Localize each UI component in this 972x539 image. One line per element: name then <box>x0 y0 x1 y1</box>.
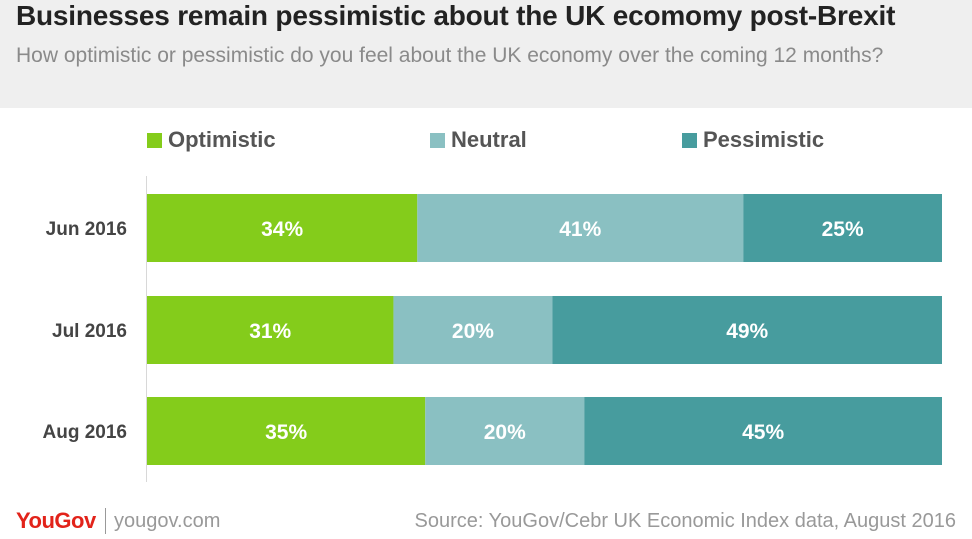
data-label: 25% <box>822 218 864 241</box>
data-label: 31% <box>249 320 291 343</box>
category-label: Jul 2016 <box>52 321 127 342</box>
legend-item-optimistic: Optimistic <box>147 127 276 153</box>
data-label: 41% <box>559 218 601 241</box>
data-label: 35% <box>265 421 307 444</box>
data-label: 34% <box>261 218 303 241</box>
legend-label-neutral: Neutral <box>451 127 527 152</box>
chart-title: Businesses remain pessimistic about the … <box>16 0 896 31</box>
data-label: 45% <box>742 421 784 444</box>
bar-segment-pessimistic <box>584 397 942 465</box>
bar-segment-pessimistic <box>743 194 942 262</box>
yougov-logo: YouGov <box>16 508 96 533</box>
category-label: Jun 2016 <box>46 219 127 240</box>
legend-label-optimistic: Optimistic <box>168 127 276 152</box>
chart-subtitle: How optimistic or pessimistic do you fee… <box>16 44 884 67</box>
footer-source: Source: YouGov/Cebr UK Economic Index da… <box>414 510 956 532</box>
data-label: 49% <box>726 320 768 343</box>
header: Businesses remain pessimistic about the … <box>0 0 972 108</box>
bar-segment-optimistic <box>147 397 426 465</box>
category-axis-line <box>146 176 147 482</box>
bar-segment-neutral <box>393 296 553 364</box>
bar-segment-optimistic <box>147 194 418 262</box>
legend-label-pessimistic: Pessimistic <box>703 127 825 152</box>
bar-segment-optimistic <box>147 296 394 364</box>
footer-site: yougov.com <box>114 510 221 532</box>
legend-swatch-neutral <box>430 132 445 148</box>
footer-divider <box>105 508 106 534</box>
bar-segment-pessimistic <box>552 296 942 364</box>
legend-swatch-optimistic <box>147 132 162 148</box>
data-label: 20% <box>452 320 494 343</box>
legend-item-neutral: Neutral <box>430 127 527 153</box>
legend-swatch-pessimistic <box>682 132 697 148</box>
legend-item-pessimistic: Pessimistic <box>682 127 824 153</box>
bar-segment-neutral <box>425 397 585 465</box>
category-label: Aug 2016 <box>43 422 127 443</box>
bar-segment-neutral <box>417 194 744 262</box>
legend: Optimistic Neutral Pessimistic <box>0 127 972 157</box>
data-label: 20% <box>484 421 526 444</box>
